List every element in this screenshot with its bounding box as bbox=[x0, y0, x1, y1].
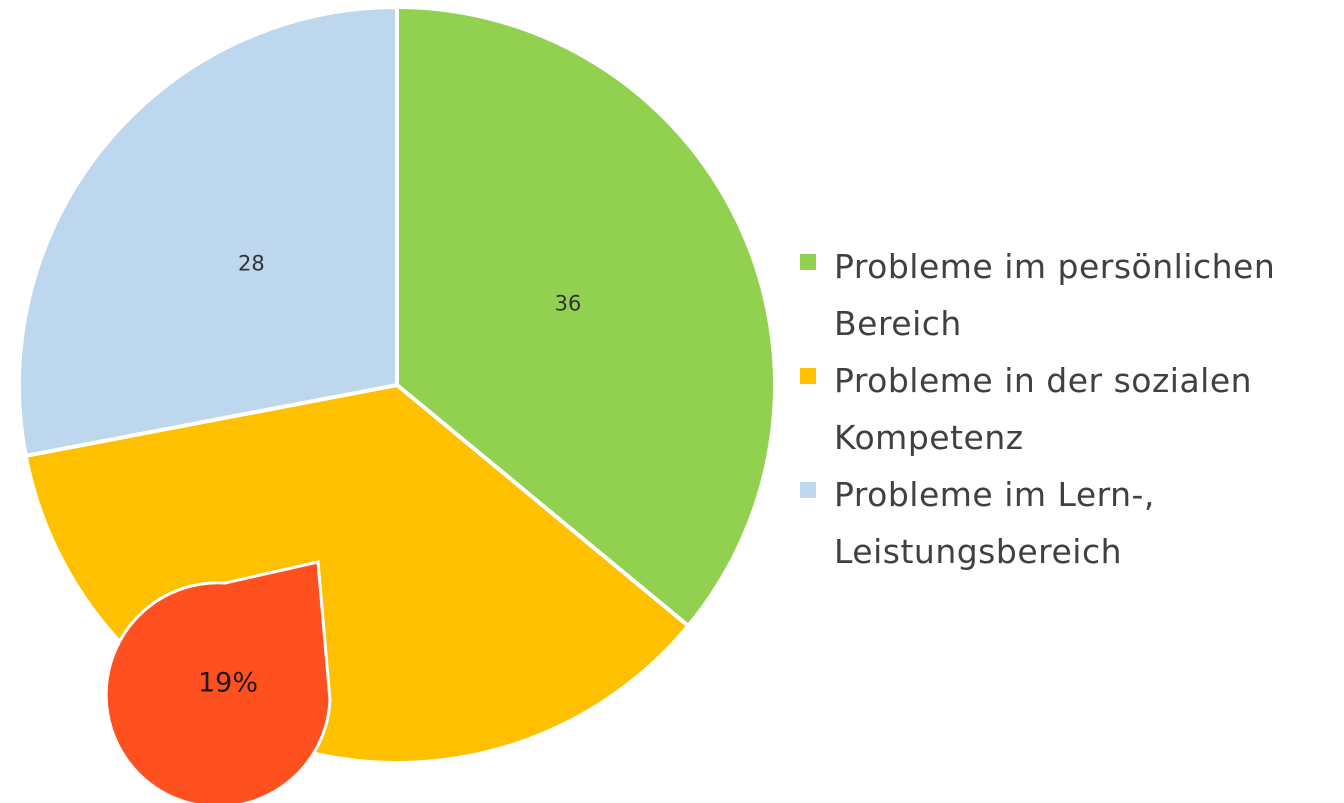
legend-label: Probleme im persönlichen Bereich bbox=[834, 238, 1275, 352]
legend-label-line: Probleme im Lern-, bbox=[834, 475, 1155, 514]
slice-value-label: 28 bbox=[238, 252, 265, 276]
percentage-callout: 19% bbox=[104, 560, 332, 803]
legend-label: Probleme in der sozialen Kompetenz bbox=[834, 352, 1252, 466]
legend-item: Probleme in der sozialen Kompetenz bbox=[800, 352, 1340, 466]
callout-shape bbox=[104, 560, 332, 803]
pie-slice bbox=[395, 4, 777, 629]
pie-slice bbox=[17, 4, 399, 459]
legend-label-line: Kompetenz bbox=[834, 418, 1024, 457]
legend-label-line: Probleme in der sozialen bbox=[834, 361, 1253, 400]
slice-value-label: 36 bbox=[555, 292, 582, 316]
legend-swatch bbox=[800, 254, 816, 270]
legend-label: Probleme im Lern-, Leistungsbereich bbox=[834, 466, 1155, 580]
legend-swatch bbox=[800, 368, 816, 384]
callout-label: 19% bbox=[198, 668, 258, 699]
legend-swatch bbox=[800, 482, 816, 498]
legend-item: Probleme im persönlichen Bereich bbox=[800, 238, 1340, 352]
chart-legend: Probleme im persönlichen Bereich Probleme … bbox=[800, 238, 1340, 580]
legend-label-line: Probleme im persönlichen bbox=[834, 247, 1276, 286]
legend-label-line: Leistungsbereich bbox=[834, 532, 1123, 571]
legend-label-line: Bereich bbox=[834, 304, 962, 343]
legend-item: Probleme im Lern-, Leistungsbereich bbox=[800, 466, 1340, 580]
